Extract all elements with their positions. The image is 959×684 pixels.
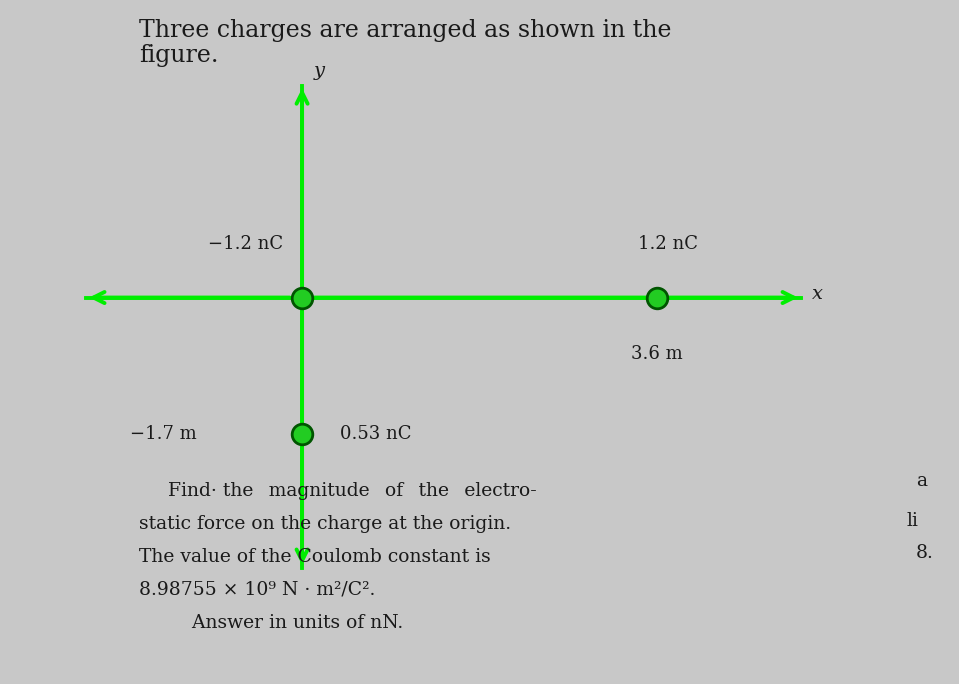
Text: 8.98755 × 10⁹ N · m²/C².: 8.98755 × 10⁹ N · m²/C².: [139, 581, 375, 598]
Text: Find· the  magnitude  of  the  electro-: Find· the magnitude of the electro-: [168, 482, 537, 500]
Text: li: li: [906, 512, 918, 529]
Text: y: y: [314, 62, 324, 80]
Text: static force on the charge at the origin.: static force on the charge at the origin…: [139, 515, 511, 533]
Text: 1.2 nC: 1.2 nC: [638, 235, 698, 253]
Text: 8.: 8.: [916, 544, 934, 562]
Point: [649, 292, 665, 303]
Text: x: x: [812, 285, 823, 303]
Text: 0.53 nC: 0.53 nC: [340, 425, 412, 443]
Text: −1.7 m: −1.7 m: [129, 425, 197, 443]
Point: [294, 429, 310, 440]
Text: figure.: figure.: [139, 44, 219, 68]
Text: The value of the Coulomb constant is: The value of the Coulomb constant is: [139, 548, 491, 566]
Text: Three charges are arranged as shown in the: Three charges are arranged as shown in t…: [139, 19, 671, 42]
Point: [294, 292, 310, 303]
Text: a: a: [916, 472, 926, 490]
Text: 3.6 m: 3.6 m: [631, 345, 683, 363]
Text: Answer in units of nN.: Answer in units of nN.: [168, 614, 403, 631]
Text: −1.2 nC: −1.2 nC: [208, 235, 283, 253]
